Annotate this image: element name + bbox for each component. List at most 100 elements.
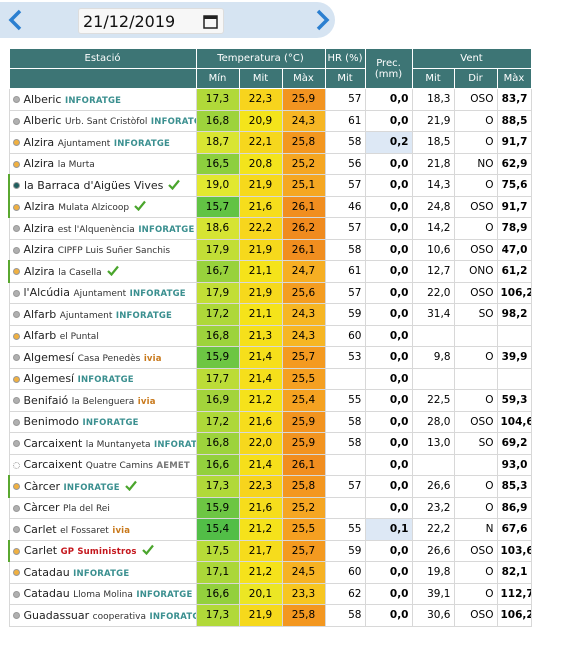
hr-cell: 57 [324,174,366,197]
station-site: la Belenguera [71,396,135,407]
station-name: Benifaió [23,393,69,407]
station-name: Alzira [23,135,55,149]
prec-cell: 0,0 [364,346,413,369]
dir-cell: O [453,496,498,519]
dir-cell [453,367,498,390]
temp-tmit: 22,3 [238,475,283,498]
station-cell: Alberic INFORATGE [8,88,197,111]
temp-tmax: 25,7 [281,539,326,562]
station-name: Alberic [23,92,62,106]
station-brand: INFORATGE [113,138,170,149]
dir-cell: O [453,561,498,584]
status-dot [12,139,20,146]
station-row: Alberic INFORATGE 17,3 22,3 25,9 57 0,0 18,3 OS… [8,88,532,111]
status-dot [12,354,20,361]
prec-cell: 0,1 [364,518,413,541]
col-header: Vent [411,48,532,69]
prev-day[interactable] [6,8,26,32]
dir-cell: SO [453,303,498,326]
station-row: Alfarb Ajuntament INFORATGE 17,2 21,1 24,3 5… [8,303,532,326]
vmax-cell: 86,9 [496,496,532,519]
station-name: Alzira [23,157,55,171]
station-site: la Casella [58,267,102,278]
vmit-cell: 22,5 [411,389,455,412]
temp-tmax: 25,9 [281,432,326,455]
vmit-cell: 31,4 [411,303,455,326]
temp-tmin: 15,9 [195,496,240,519]
station-cell: Alzira la Casella [8,260,197,283]
temp-tmax: 23,3 [281,582,326,605]
vmax-cell [496,324,532,347]
vmit-cell: 22,0 [411,281,455,304]
temp-tmin: 16,9 [195,389,240,412]
prec-cell: 0,0 [364,174,413,197]
station-row: Alzira la Murta 16,5 20,8 25,2 56 0,0 21,8 NO 62… [8,152,532,175]
verified-check [141,545,154,556]
verified-check [134,201,146,212]
vmit-cell [411,453,455,476]
station-row: Carcaixent Quatre Camins AEMET 16,6 21,4 26… [8,453,532,476]
status-dot [12,569,20,576]
vmax-cell: 93,0 [496,453,532,476]
station-name: Carlet [23,522,57,536]
station-brand: GP Suministros [60,547,137,558]
station-row: Catadau Lloma Molina INFORATGE 16,6 20,1 23… [8,582,532,605]
temp-tmin: 16,6 [195,453,240,476]
calendar-icon[interactable] [203,14,218,29]
temp-tmax: 25,8 [281,475,326,498]
vmax-cell [496,367,532,390]
temp-tmin: 19,0 [195,174,240,197]
station-row: Alzira CIPFP Luis Suñer Sanchis 17,9 21,9 2… [8,238,532,261]
col-header-empty [8,68,197,89]
temp-tmin: 16,8 [195,324,240,347]
station-cell: Alzira la Murta [8,152,197,175]
station-site: cooperativa [92,611,146,622]
station-name: Alzira [24,264,55,278]
status-dot [12,289,20,297]
dir-cell: N [453,518,498,541]
vmit-cell: 24,8 [411,195,455,218]
temp-tmax: 25,5 [281,367,326,390]
temp-tmit: 21,4 [238,367,283,390]
status-dot [13,547,20,555]
temp-tmin: 17,2 [195,410,240,433]
dir-cell: OSO [453,604,498,627]
station-cell: Alzira Ajuntament INFORATGE [8,131,197,154]
date-input[interactable]: 21/12/2019 [78,8,224,34]
col-header: HR (%) [324,48,366,69]
next-day[interactable] [312,8,332,32]
temp-tmit: 21,1 [238,303,283,326]
hr-cell: 57 [324,475,366,498]
temp-tmit: 20,9 [238,109,283,132]
prec-cell: 0,0 [364,604,413,627]
temp-tmax: 25,9 [281,88,326,111]
vmit-cell: 19,8 [411,561,455,584]
station-row: Benimodo INFORATGE 17,2 21,6 25,9 58 0,0 28,0 O… [8,410,532,433]
hr-cell: 58 [324,432,366,455]
dir-cell: OSO [453,238,498,261]
vmit-cell: 21,8 [411,152,455,175]
status-dot [12,225,20,232]
temp-tmit: 21,2 [238,561,283,584]
hr-cell: 60 [324,561,366,584]
station-cell: Càrcer INFORATGE [8,475,197,498]
station-name: Carcaixent [23,458,83,472]
prec-cell: 0,0 [364,88,413,111]
station-name: Carcaixent [23,436,83,450]
dir-cell: O [453,582,498,605]
station-brand: INFORATGE [77,375,134,386]
hr-cell: 61 [324,109,366,132]
table-body: Alberic INFORATGE 17,3 22,3 25,9 57 0,0 18,3 OS… [8,88,532,627]
temp-tmit: 22,0 [238,432,283,455]
temp-tmin: 17,2 [195,303,240,326]
station-name: Alzira [23,221,55,235]
verified-check [106,265,119,276]
temp-tmax: 24,3 [281,109,326,132]
col-header: Estació [8,48,197,69]
temp-tmin: 17,9 [195,281,240,304]
temp-tmax: 24,7 [281,260,326,283]
hr-cell: 46 [324,195,366,218]
stations-table: Estació Temperatura (°C) HR (%) Prec. (m… [8,48,532,627]
temp-tmax: 25,2 [281,152,326,175]
temp-tmin: 16,6 [195,582,240,605]
